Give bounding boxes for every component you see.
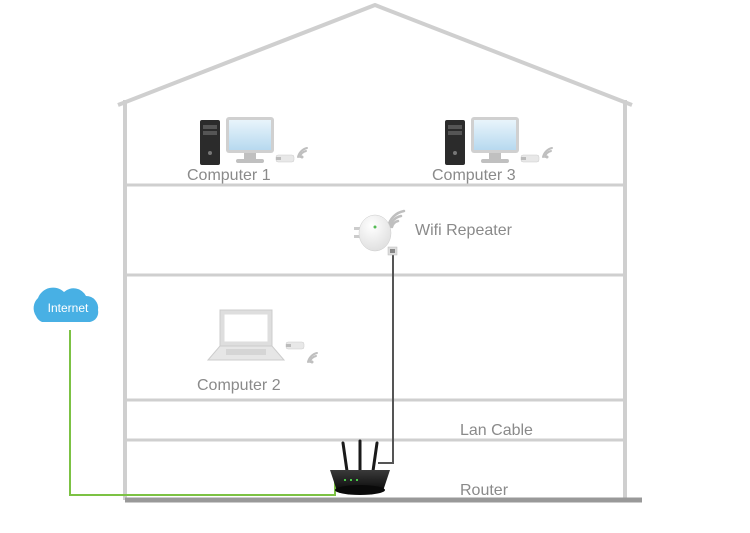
router-label: Router <box>460 482 509 499</box>
wifi-repeater <box>354 211 404 255</box>
router <box>330 441 390 495</box>
computer-1 <box>200 117 307 165</box>
computer-2 <box>208 310 317 364</box>
wifi-repeater-label: Wifi Repeater <box>415 222 513 239</box>
computer-1-label: Computer 1 <box>187 167 271 184</box>
lan-cable-label: Lan Cable <box>460 422 533 439</box>
internet-cloud: Internet <box>34 288 99 322</box>
internet-cable <box>70 330 335 495</box>
network-diagram: Internet Computer 1 Computer 3 Wifi Repe… <box>0 0 750 533</box>
computer-3 <box>445 117 552 165</box>
computer-2-label: Computer 2 <box>197 377 281 394</box>
internet-label: Internet <box>48 301 89 315</box>
house-outline <box>118 5 632 500</box>
lan-cable <box>378 252 393 463</box>
computer-3-label: Computer 3 <box>432 167 516 184</box>
